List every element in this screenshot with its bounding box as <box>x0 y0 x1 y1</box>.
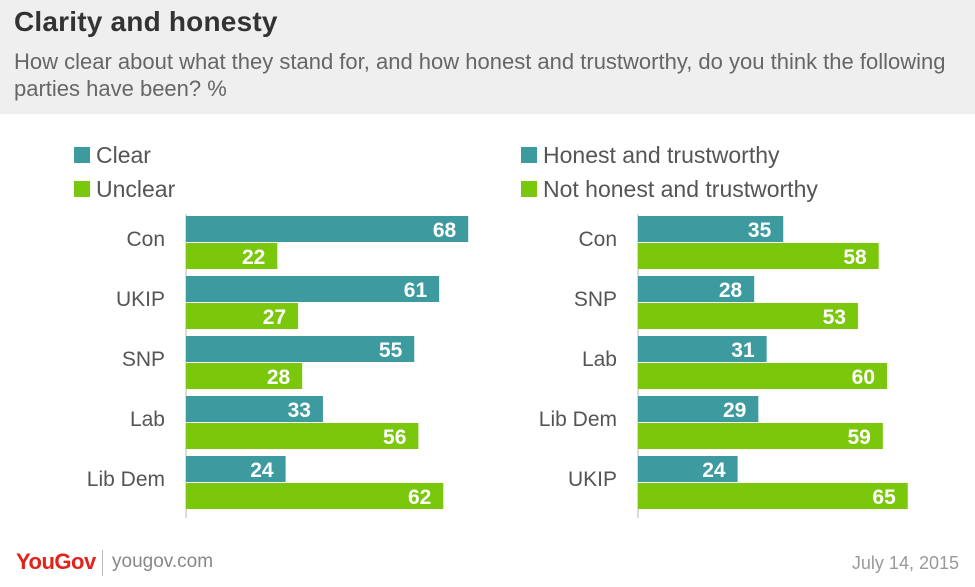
category-label: Lib Dem <box>539 408 617 431</box>
category-label: Lab <box>130 408 165 431</box>
bar-honest-and-trustworthy <box>638 456 738 482</box>
header-band: Clarity and honesty How clear about what… <box>0 0 975 114</box>
category-label: UKIP <box>568 468 617 491</box>
bar-unclear <box>186 423 419 449</box>
data-label: 29 <box>723 399 746 422</box>
chart-subtitle: How clear about what they stand for, and… <box>14 49 946 101</box>
bar-not-honest-and-trustworthy <box>638 243 879 269</box>
legend-item-clear: Clear <box>74 138 175 172</box>
legend-swatch-not-honest <box>521 181 537 197</box>
bar-honest-and-trustworthy <box>638 276 755 302</box>
bar-unclear <box>186 483 444 509</box>
category-label: Lab <box>582 348 617 371</box>
data-label: 55 <box>379 339 403 362</box>
data-label: 53 <box>823 306 846 329</box>
bar-not-honest-and-trustworthy <box>638 303 858 329</box>
bar-honest-and-trustworthy <box>638 396 759 422</box>
bar-clear <box>186 276 440 302</box>
footer-divider <box>102 550 103 576</box>
bar-clear <box>186 396 323 422</box>
bar-unclear <box>186 363 303 389</box>
bar-not-honest-and-trustworthy <box>638 363 887 389</box>
category-label: SNP <box>574 288 617 311</box>
data-label: 28 <box>267 366 291 389</box>
legend-swatch-unclear <box>74 181 90 197</box>
category-label: Con <box>578 228 617 251</box>
bar-not-honest-and-trustworthy <box>638 423 883 449</box>
yougov-logo: YouGov <box>16 549 96 574</box>
data-label: 24 <box>250 459 274 482</box>
data-label: 68 <box>433 219 457 242</box>
data-label: 35 <box>748 219 772 242</box>
legend-item-not-honest: Not honest and trustworthy <box>521 172 818 206</box>
bar-clear <box>186 456 286 482</box>
footer-site: yougov.com <box>112 551 214 572</box>
bar-unclear <box>186 243 278 269</box>
data-label: 22 <box>242 246 265 269</box>
bar-honest-and-trustworthy <box>638 216 784 242</box>
legend-label-unclear: Unclear <box>96 175 176 202</box>
legend-label-honest: Honest and trustworthy <box>543 141 780 168</box>
legend-swatch-honest <box>521 147 537 163</box>
data-label: 65 <box>872 486 896 509</box>
bar-honest-and-trustworthy <box>638 336 767 362</box>
data-label: 60 <box>852 366 875 389</box>
data-label: 33 <box>288 399 311 422</box>
legend-label-clear: Clear <box>96 141 151 168</box>
bar-clear <box>186 336 415 362</box>
data-label: 24 <box>702 459 726 482</box>
data-label: 56 <box>383 426 406 449</box>
category-label: UKIP <box>116 288 165 311</box>
data-label: 31 <box>731 339 755 362</box>
category-label: SNP <box>122 348 165 371</box>
footer-date: July 14, 2015 <box>851 553 959 573</box>
chart-title: Clarity and honesty <box>14 6 278 37</box>
legend-left: Clear Unclear <box>74 138 175 206</box>
legend-right: Honest and trustworthy Not honest and tr… <box>521 138 818 206</box>
data-label: 62 <box>408 486 431 509</box>
data-label: 58 <box>843 246 867 269</box>
bar-unclear <box>186 303 299 329</box>
data-label: 28 <box>719 279 743 302</box>
legend-item-honest: Honest and trustworthy <box>521 138 818 172</box>
category-label: Lib Dem <box>87 468 165 491</box>
bar-not-honest-and-trustworthy <box>638 483 908 509</box>
data-label: 61 <box>404 279 428 302</box>
legend-label-not-honest: Not honest and trustworthy <box>543 175 818 202</box>
data-label: 59 <box>847 426 870 449</box>
data-label: 27 <box>263 306 286 329</box>
bar-clear <box>186 216 469 242</box>
category-label: Con <box>126 228 165 251</box>
legend-swatch-clear <box>74 147 90 163</box>
legend-item-unclear: Unclear <box>74 172 175 206</box>
